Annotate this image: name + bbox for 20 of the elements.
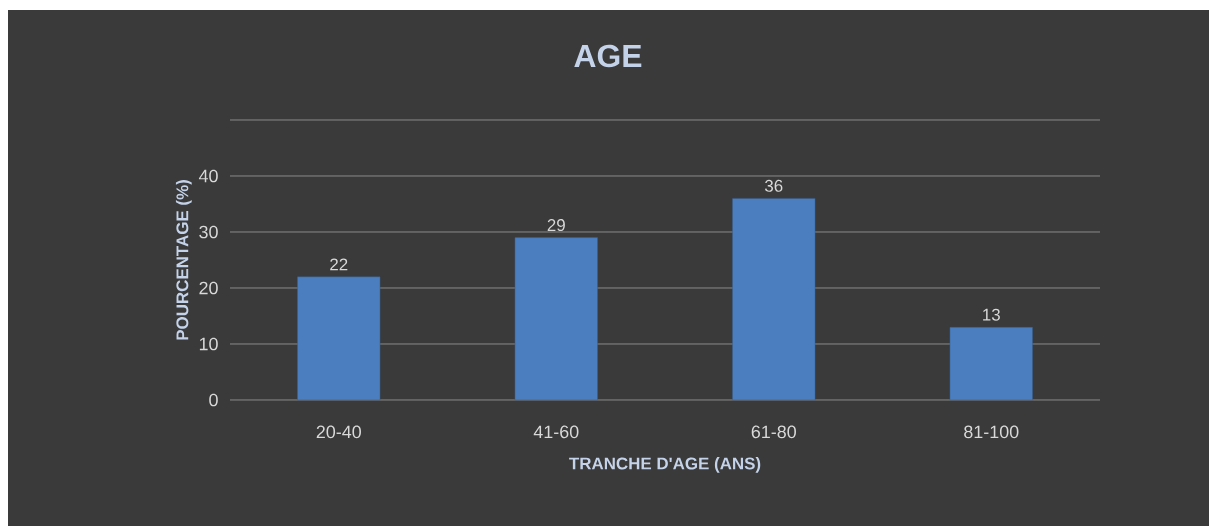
bar xyxy=(732,198,816,401)
data-label: 13 xyxy=(983,308,1000,321)
x-tick-label: 41-60 xyxy=(533,425,579,439)
y-axis-title: POURCENTAGE (%) xyxy=(175,180,192,340)
x-axis-title: TRANCHE D'AGE (ANS) xyxy=(569,457,761,473)
y-tick-label: 0 xyxy=(209,393,218,407)
bar xyxy=(297,276,381,401)
bar xyxy=(949,326,1033,401)
data-label: 22 xyxy=(330,258,348,271)
data-label: 29 xyxy=(547,219,565,232)
y-tick-label: 40 xyxy=(198,169,218,183)
data-label: 36 xyxy=(764,179,783,192)
x-tick-label: 61-80 xyxy=(751,425,796,439)
x-tick-label: 81-100 xyxy=(964,425,1019,439)
y-tick-label: 30 xyxy=(199,225,218,239)
x-tick-label: 20-40 xyxy=(316,425,361,439)
y-tick-label: 20 xyxy=(199,281,218,295)
chart-title: AGE xyxy=(574,44,642,68)
bar xyxy=(514,237,598,401)
y-tick-label: 10 xyxy=(199,337,218,351)
